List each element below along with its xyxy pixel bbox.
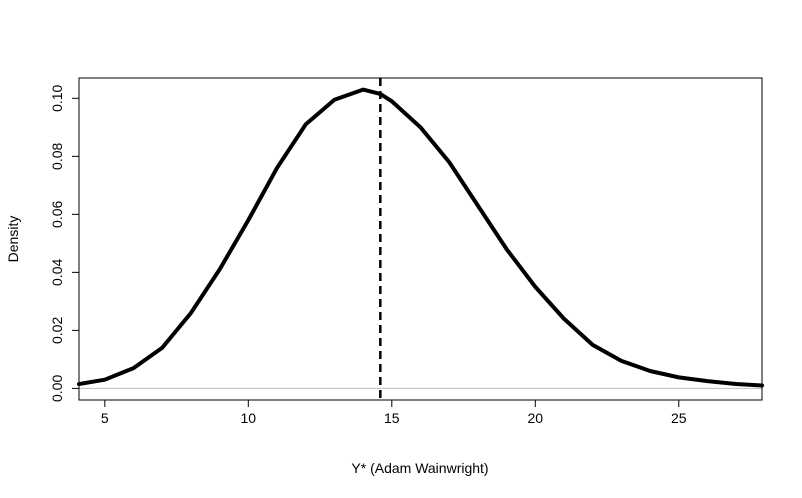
- y-tick-label: 0.04: [49, 259, 65, 286]
- y-tick-label: 0.00: [49, 375, 65, 402]
- y-tick-label: 0.10: [49, 84, 65, 111]
- x-tick-label: 5: [101, 410, 109, 426]
- density-curve: [77, 87, 764, 388]
- x-tick-label: 15: [384, 410, 400, 426]
- plot-frame: [78, 77, 763, 401]
- y-tick-label: 0.06: [49, 201, 65, 228]
- y-axis-title: Density: [5, 216, 21, 263]
- x-tick-label: 10: [241, 410, 257, 426]
- y-tick-label: 0.02: [49, 317, 65, 344]
- x-tick-label: 25: [671, 410, 687, 426]
- x-axis-title: Y* (Adam Wainwright): [351, 460, 488, 476]
- x-tick-label: 20: [528, 410, 544, 426]
- y-tick-label: 0.08: [49, 142, 65, 169]
